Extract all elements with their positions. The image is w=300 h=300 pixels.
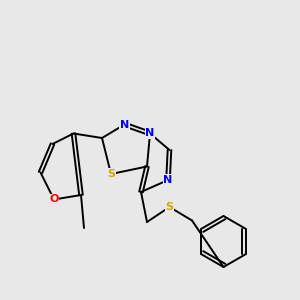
Text: O: O: [49, 194, 59, 205]
Text: S: S: [166, 202, 173, 212]
Text: N: N: [164, 175, 172, 185]
Text: N: N: [146, 128, 154, 139]
Text: S: S: [107, 169, 115, 179]
Text: N: N: [120, 119, 129, 130]
